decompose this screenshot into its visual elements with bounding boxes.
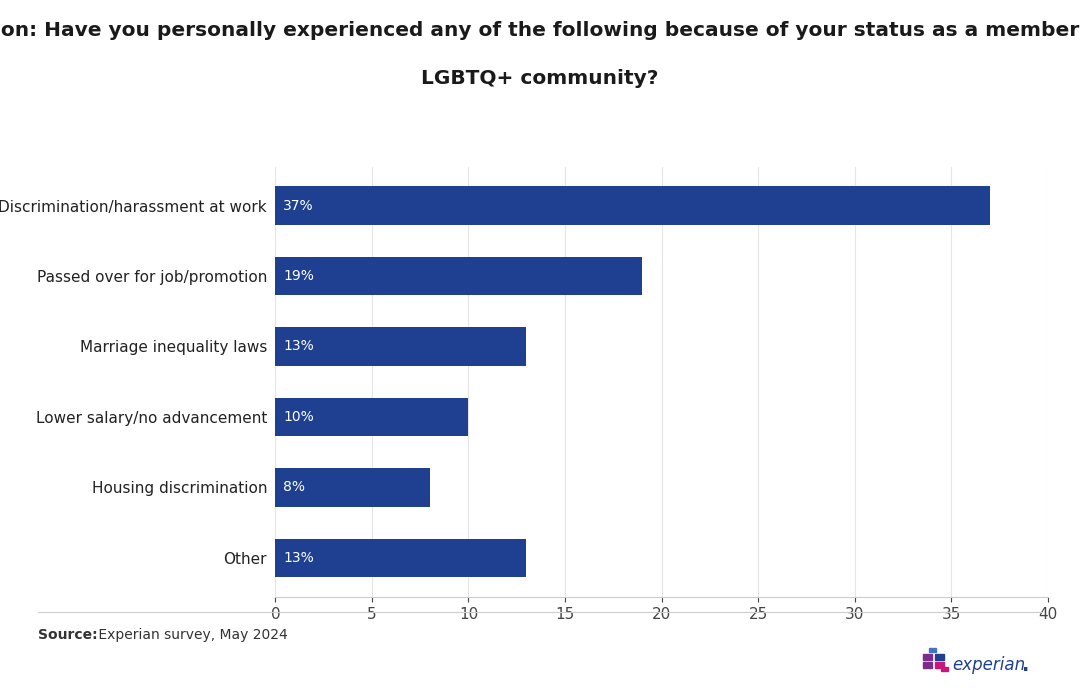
Text: 10%: 10% — [283, 410, 314, 424]
Text: 8%: 8% — [283, 480, 306, 494]
Bar — [275, 468, 430, 507]
Text: Question: Have you personally experienced any of the following because of your s: Question: Have you personally experience… — [0, 21, 1080, 40]
Bar — [275, 398, 469, 437]
Bar — [275, 327, 526, 366]
Text: LGBTQ+ community?: LGBTQ+ community? — [421, 69, 659, 88]
Bar — [275, 257, 643, 296]
Text: 13%: 13% — [283, 339, 314, 353]
Text: 37%: 37% — [283, 198, 314, 212]
Text: Source:: Source: — [38, 628, 97, 642]
Text: 13%: 13% — [283, 551, 314, 565]
Text: Experian survey, May 2024: Experian survey, May 2024 — [94, 628, 287, 642]
Bar — [275, 186, 989, 225]
Text: experian: experian — [953, 656, 1026, 674]
Bar — [275, 539, 526, 577]
Text: 19%: 19% — [283, 269, 314, 283]
Text: .: . — [1022, 657, 1029, 675]
